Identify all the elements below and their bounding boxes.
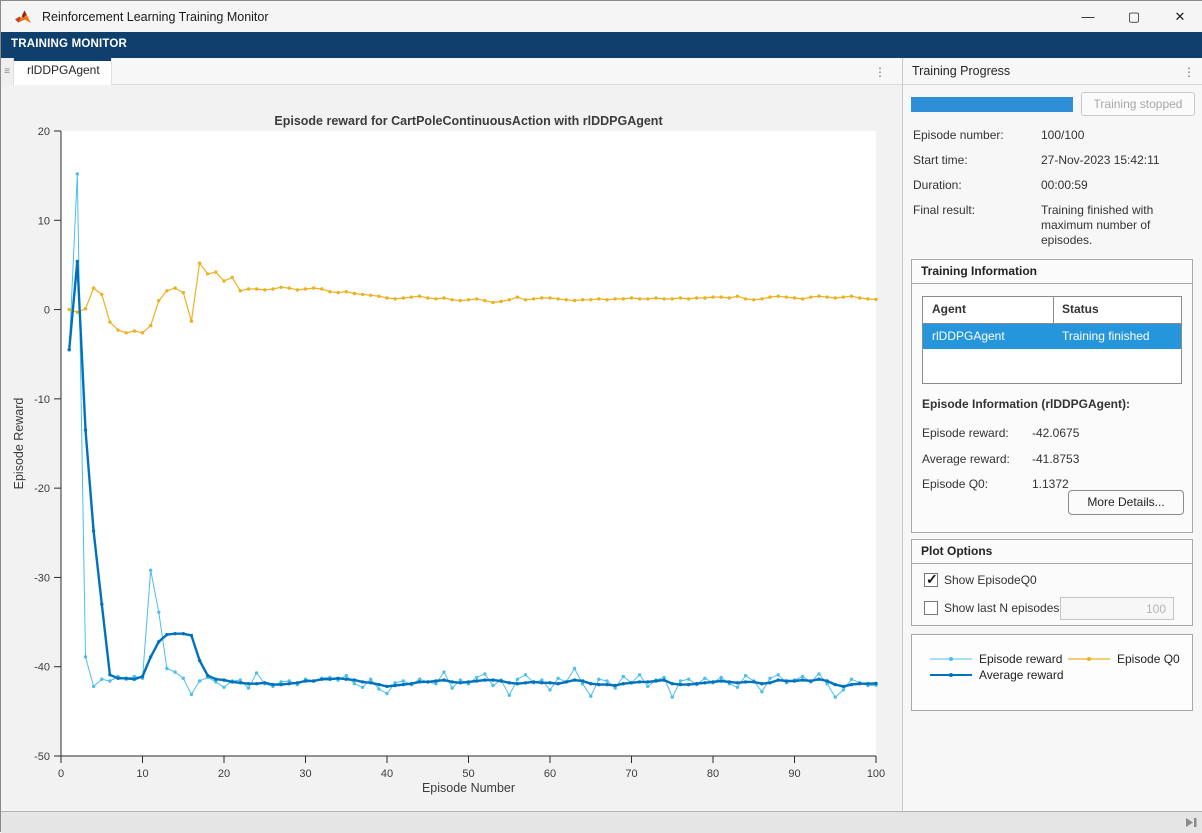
- show-episodeq0-option: Show EpisodeQ0: [924, 573, 1037, 587]
- svg-text:Episode Number: Episode Number: [422, 781, 515, 795]
- training-information-title: Training Information: [912, 260, 1192, 284]
- training-stopped-button[interactable]: Training stopped: [1081, 92, 1195, 116]
- legend-entry: Episode Q0: [1066, 651, 1180, 666]
- legend-line-sample: [928, 654, 974, 664]
- svg-text:20: 20: [218, 768, 230, 780]
- svg-text:100: 100: [867, 768, 885, 780]
- training-progress-panel: Training Progress ⋮ Training stopped Epi…: [903, 58, 1202, 811]
- svg-text:-20: -20: [34, 483, 50, 495]
- svg-text:90: 90: [788, 768, 800, 780]
- training-information-group: Training Information Agent Status rlDDPG…: [911, 259, 1193, 533]
- svg-text:10: 10: [136, 768, 148, 780]
- legend-box: Episode reward Episode Q0 Average reward: [911, 634, 1193, 711]
- svg-text:0: 0: [44, 305, 50, 317]
- svg-text:-10: -10: [34, 394, 50, 406]
- show-last-n-option: Show last N episodes: [924, 601, 1182, 615]
- episode-info-title: Episode Information (rlDDPGAgent):: [922, 397, 1130, 411]
- tab-strip-ellipsis-icon[interactable]: ⋮: [872, 63, 888, 81]
- last-n-episodes-input[interactable]: [1060, 597, 1174, 620]
- title-bar: Reinforcement Learning Training Monitor …: [1, 1, 1202, 32]
- svg-text:70: 70: [625, 768, 637, 780]
- column-header-status: Status: [1054, 297, 1181, 323]
- show-last-n-checkbox[interactable]: [924, 601, 938, 615]
- svg-text:50: 50: [462, 768, 474, 780]
- legend-entry: Episode reward: [928, 651, 1066, 666]
- svg-text:60: 60: [544, 768, 556, 780]
- tab-accent-bar: [14, 58, 111, 61]
- document-tab-strip: ≡ rlDDPGAgent ⋮: [1, 58, 902, 85]
- training-progress-bar: [911, 97, 1073, 112]
- expand-statusbar-icon[interactable]: [1184, 816, 1198, 829]
- matlab-icon: [15, 9, 33, 25]
- panel-title: Training Progress: [912, 64, 1010, 78]
- legend-line-sample: [928, 670, 974, 680]
- reward-chart: Episode reward for CartPoleContinuousAct…: [1, 85, 902, 811]
- tab-training-monitor[interactable]: TRAINING MONITOR: [11, 38, 127, 50]
- plot-options-group: Plot Options Show EpisodeQ0 Show last N …: [911, 539, 1193, 626]
- svg-text:Episode Reward: Episode Reward: [12, 398, 26, 490]
- svg-text:80: 80: [707, 768, 719, 780]
- column-header-agent: Agent: [923, 297, 1054, 323]
- table-header-row: Agent Status: [923, 297, 1181, 324]
- show-episodeq0-checkbox[interactable]: [924, 573, 938, 587]
- toolstrip-ribbon: TRAINING MONITOR: [1, 32, 1202, 58]
- chart-document-area: Episode reward for CartPoleContinuousAct…: [1, 85, 902, 811]
- legend-line-sample: [1066, 654, 1112, 664]
- progress-fill: [911, 97, 1073, 112]
- svg-text:Episode reward for CartPoleCon: Episode reward for CartPoleContinuousAct…: [274, 114, 663, 128]
- svg-text:40: 40: [381, 768, 393, 780]
- close-button[interactable]: ✕: [1157, 1, 1202, 32]
- minimize-button[interactable]: —: [1065, 1, 1111, 32]
- more-details-button[interactable]: More Details...: [1068, 490, 1184, 515]
- tab-rlddpgagent[interactable]: rlDDPGAgent: [14, 58, 112, 85]
- dock-grip-icon[interactable]: ≡: [1, 58, 14, 85]
- svg-text:20: 20: [38, 126, 50, 138]
- agent-status-table: Agent Status rlDDPGAgent Training finish…: [922, 296, 1182, 384]
- maximize-button[interactable]: ▢: [1111, 1, 1157, 32]
- show-episodeq0-label: Show EpisodeQ0: [944, 573, 1037, 587]
- window-title: Reinforcement Learning Training Monitor: [42, 10, 269, 24]
- show-last-n-label: Show last N episodes: [944, 601, 1059, 615]
- status-bar: [1, 811, 1202, 833]
- plot-options-title: Plot Options: [912, 540, 1192, 564]
- table-row[interactable]: rlDDPGAgent Training finished: [923, 324, 1181, 349]
- svg-text:30: 30: [299, 768, 311, 780]
- svg-text:-50: -50: [34, 751, 50, 763]
- app-window: Reinforcement Learning Training Monitor …: [0, 0, 1202, 832]
- svg-text:0: 0: [58, 768, 64, 780]
- chart-legend: Episode reward Episode Q0 Average reward: [928, 651, 1180, 682]
- svg-text:-30: -30: [34, 572, 50, 584]
- svg-text:10: 10: [38, 215, 50, 227]
- panel-header: Training Progress ⋮: [903, 58, 1202, 85]
- panel-ellipsis-icon[interactable]: ⋮: [1181, 63, 1197, 81]
- legend-entry: Average reward: [928, 667, 1066, 682]
- svg-text:-40: -40: [34, 662, 50, 674]
